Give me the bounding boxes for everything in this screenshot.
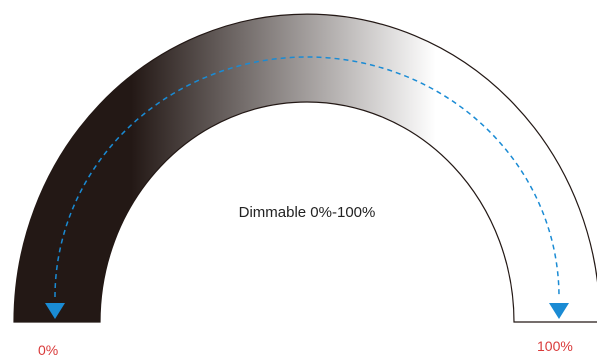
min-percentage-label: 0%	[38, 342, 59, 358]
gradient-arc-band	[13, 13, 597, 323]
center-label: Dimmable 0%-100%	[238, 204, 376, 221]
arrow-down-icon	[549, 303, 569, 319]
arrow-down-icon	[45, 303, 65, 319]
dimming-path-dashed	[54, 56, 560, 298]
max-percentage-label: 100%	[537, 338, 573, 354]
